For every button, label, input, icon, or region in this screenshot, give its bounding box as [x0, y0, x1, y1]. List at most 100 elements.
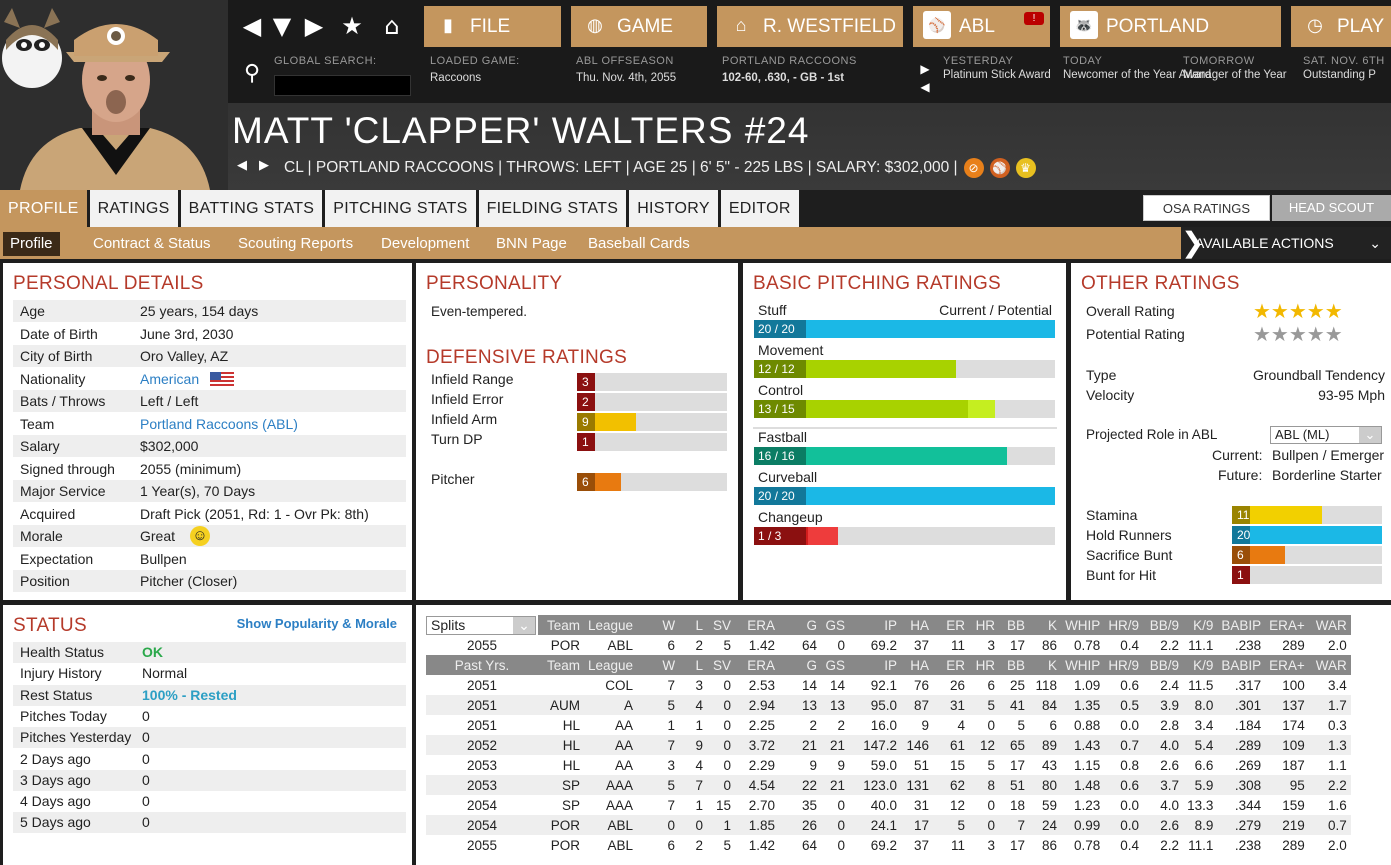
- subtab-bnn-page[interactable]: BNN Page: [496, 235, 567, 252]
- stats-header-team[interactable]: Team: [538, 655, 584, 675]
- global-search-input[interactable]: [274, 75, 411, 96]
- search-icon[interactable]: ⚲: [243, 61, 261, 86]
- tab-fielding-stats[interactable]: FIELDING STATS: [478, 190, 627, 227]
- subtab-development[interactable]: Development: [381, 235, 470, 252]
- stats-header-babip[interactable]: BABIP: [1217, 655, 1266, 675]
- subtab-baseball-cards[interactable]: Baseball Cards: [588, 235, 690, 252]
- detail-row: Acquired Draft Pick (2051, Rd: 1 - Ovr Pk…: [13, 503, 406, 525]
- stats-cell: 2.0: [1328, 837, 1347, 853]
- stats-header-k9[interactable]: K/9: [1183, 655, 1218, 675]
- team-button[interactable]: 🦝 PORTLAND: [1060, 6, 1281, 47]
- stats-header-ip[interactable]: IP: [849, 655, 902, 675]
- stats-header-sv[interactable]: SV: [707, 655, 736, 675]
- tab-history[interactable]: HISTORY: [629, 190, 718, 227]
- head-scout-toggle[interactable]: HEAD SCOUT: [1272, 195, 1391, 221]
- stats-header-l[interactable]: L: [679, 655, 708, 675]
- stats-cell: 0.5: [1104, 695, 1144, 715]
- stats-header-whip[interactable]: WHIP: [1061, 615, 1105, 635]
- potential-rating-label: Potential Rating: [1086, 326, 1185, 342]
- league-button-label: ABL: [959, 16, 995, 37]
- stats-cell: 0: [969, 815, 1000, 835]
- stats-header-w[interactable]: W: [637, 655, 680, 675]
- stats-header-bb[interactable]: BB: [999, 655, 1030, 675]
- stats-header-ha[interactable]: HA: [901, 655, 934, 675]
- stats-header-hr[interactable]: HR: [969, 615, 1000, 635]
- play-button[interactable]: ◷ PLAY: [1291, 6, 1391, 47]
- stats-header-gs[interactable]: GS: [821, 655, 850, 675]
- subtab-scouting-reports[interactable]: Scouting Reports: [238, 235, 354, 252]
- osa-ratings-toggle[interactable]: OSA RATINGS: [1143, 195, 1270, 221]
- dropdown-arrow-icon[interactable]: ▼: [272, 12, 292, 40]
- stats-header-team[interactable]: Team: [538, 615, 584, 635]
- news-prev-icon[interactable]: ◀: [920, 80, 930, 94]
- news-yesterday-value[interactable]: Platinum Stick Award: [943, 69, 1051, 81]
- league-button[interactable]: ⚾ ABL!: [913, 6, 1050, 47]
- file-button[interactable]: ▮ FILE: [424, 6, 561, 47]
- show-popularity-link[interactable]: Show Popularity & Morale: [236, 616, 397, 631]
- subtab-contract-status[interactable]: Contract & Status: [93, 235, 211, 252]
- game-button[interactable]: ◍ GAME: [571, 6, 707, 47]
- stats-header-era[interactable]: ERA+: [1265, 615, 1309, 635]
- stats-header-babip[interactable]: BABIP: [1217, 615, 1266, 635]
- stats-header-sv[interactable]: SV: [707, 615, 736, 635]
- projected-role-select[interactable]: ABL (ML) ⌄: [1270, 426, 1382, 444]
- detail-value[interactable]: American: [140, 370, 200, 387]
- chevron-down-icon: ⌄: [1369, 235, 1381, 251]
- star-icon[interactable]: ★: [341, 12, 363, 40]
- tab-editor[interactable]: EDITOR: [720, 190, 799, 227]
- def-pitcher-label: Pitcher: [431, 471, 475, 487]
- tab-batting-stats[interactable]: BATTING STATS: [180, 190, 323, 227]
- stats-header-k9[interactable]: K/9: [1183, 615, 1218, 635]
- stats-header-ha[interactable]: HA: [901, 615, 934, 635]
- stats-header-hr[interactable]: HR: [969, 655, 1000, 675]
- tab-ratings[interactable]: RATINGS: [89, 190, 178, 227]
- subtab-profile[interactable]: Profile: [3, 232, 60, 256]
- stats-header-whip[interactable]: WHIP: [1061, 655, 1105, 675]
- splits-select[interactable]: Splits ⌄: [426, 616, 536, 635]
- alert-badge-icon: !: [1024, 12, 1044, 25]
- stats-header-er[interactable]: ER: [933, 615, 970, 635]
- stats-row: 2055 POR ABL 6 2 5 1.42 64 0 69.2 37 11 3 17 86 0.78 0.4…: [426, 635, 1351, 655]
- stats-header-bb9[interactable]: BB/9: [1143, 655, 1184, 675]
- manager-button[interactable]: ⌂ R. WESTFIELD: [717, 6, 903, 47]
- forward-arrow-icon[interactable]: ▶: [304, 12, 324, 40]
- detail-value: 25 years, 154 days: [140, 303, 259, 319]
- available-actions-button[interactable]: AVAILABLE ACTIONS ⌄: [1181, 227, 1391, 259]
- news-tomorrow-value[interactable]: Manager of the Year: [1183, 69, 1287, 81]
- tab-pitching-stats[interactable]: PITCHING STATS: [325, 190, 476, 227]
- stats-header-ip[interactable]: IP: [849, 615, 902, 635]
- stats-header-war[interactable]: WAR: [1308, 615, 1351, 635]
- stats-header-league[interactable]: League: [584, 655, 638, 675]
- stats-cell: 64: [802, 637, 818, 653]
- stats-header-era[interactable]: ERA+: [1265, 655, 1309, 675]
- stats-header-era[interactable]: ERA: [735, 655, 780, 675]
- stats-year: 2055: [466, 637, 498, 653]
- stats-header-k[interactable]: K: [1029, 655, 1062, 675]
- stats-header-er[interactable]: ER: [933, 655, 970, 675]
- stats-header-bb9[interactable]: BB/9: [1143, 615, 1184, 635]
- status-value: 0: [142, 750, 150, 767]
- news-future-value[interactable]: Outstanding P: [1303, 69, 1376, 81]
- stats-header-bb[interactable]: BB: [999, 615, 1030, 635]
- back-arrow-icon[interactable]: ◀: [242, 12, 262, 40]
- news-today-value[interactable]: Newcomer of the Year Award: [1063, 69, 1212, 81]
- stats-header-hr9[interactable]: HR/9: [1104, 655, 1144, 675]
- news-next-icon[interactable]: ▶: [920, 62, 930, 76]
- stats-header-l[interactable]: L: [679, 615, 708, 635]
- next-player-icon[interactable]: ▶: [259, 158, 269, 173]
- stats-header-k[interactable]: K: [1029, 615, 1062, 635]
- stats-year: 2055: [466, 837, 498, 853]
- prev-player-icon[interactable]: ◀: [237, 158, 247, 173]
- stats-header-g[interactable]: G: [779, 615, 822, 635]
- stats-header-war[interactable]: WAR: [1308, 655, 1351, 675]
- tab-profile[interactable]: PROFILE: [0, 190, 87, 227]
- stats-header-gs[interactable]: GS: [821, 615, 850, 635]
- detail-value[interactable]: Portland Raccoons (ABL): [140, 415, 298, 432]
- stats-cell: 3: [667, 757, 676, 773]
- stats-header-w[interactable]: W: [637, 615, 680, 635]
- stats-header-league[interactable]: League: [584, 615, 638, 635]
- stats-header-era[interactable]: ERA: [735, 615, 780, 635]
- stats-header-hr9[interactable]: HR/9: [1104, 615, 1144, 635]
- home-icon[interactable]: ⌂: [384, 12, 400, 40]
- stats-header-g[interactable]: G: [779, 655, 822, 675]
